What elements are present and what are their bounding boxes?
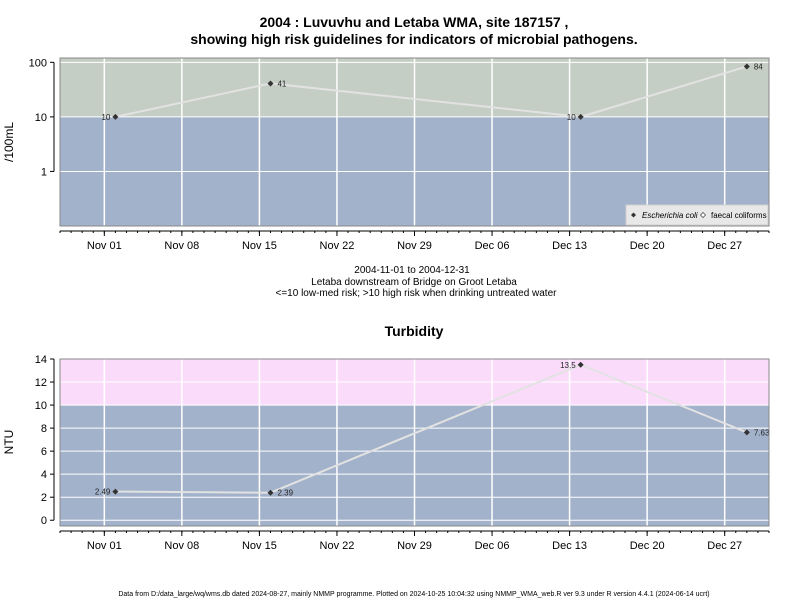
- chart2-lines: [115, 363, 748, 494]
- x-tick-label-5: Nov 29: [397, 240, 432, 252]
- chart1-data-labels: 10 41 10 84: [101, 62, 763, 121]
- data-label-3: 10: [567, 113, 576, 122]
- y-tick-label-4: 6: [41, 446, 47, 458]
- series-line-1: [115, 65, 748, 118]
- series-line-1: [115, 363, 748, 494]
- data-point-2: [267, 489, 274, 496]
- ecoli-chart: 10 41 10 84 1 10 100 Nov 01 Nov 08 Nov 15 Nov 22…: [2, 57, 770, 252]
- x-tick-label-6: Dec 06: [475, 540, 510, 552]
- data-label-2: 2.39: [277, 489, 293, 498]
- y-tick-label-8: 14: [35, 354, 47, 366]
- chart1-title: 2004 : Luvuvhu and Letaba WMA, site 1871…: [260, 14, 569, 30]
- x-tick-label-6: Dec 06: [475, 240, 510, 252]
- y-tick-label-3: 4: [41, 469, 47, 481]
- chart1-x-axis: Nov 01 Nov 08 Nov 15 Nov 22 Nov 29 Dec 06 Dec …: [59, 230, 770, 252]
- legend-ecoli-label: Escherichia coli: [642, 211, 698, 220]
- x-tick-label-2: Nov 08: [164, 240, 199, 252]
- data-point-1: [112, 113, 119, 120]
- x-tick-label-8: Dec 20: [630, 240, 665, 252]
- risk-note: <=10 low-med risk; >10 high risk when dr…: [276, 288, 558, 299]
- x-tick-label-1: Nov 01: [87, 240, 122, 252]
- chart2-y-axis: 0 2 4 6 8 10 12 14: [35, 354, 55, 527]
- data-point-3: [577, 361, 584, 368]
- x-tick-label-3: Nov 15: [242, 240, 277, 252]
- data-point-4: [743, 63, 750, 70]
- chart2-points: [112, 361, 750, 496]
- data-point-4: [743, 429, 750, 436]
- x-tick-label-2: Nov 08: [164, 540, 199, 552]
- x-tick-label-7: Dec 13: [552, 240, 587, 252]
- data-point-3: [577, 113, 584, 120]
- chart1-points: [112, 63, 750, 120]
- x-tick-label-8: Dec 20: [630, 540, 665, 552]
- x-tick-label-4: Nov 22: [320, 540, 355, 552]
- y-tick-label-6: 10: [35, 400, 47, 412]
- y-tick-label-3: 100: [29, 57, 47, 69]
- x-tick-label-4: Nov 22: [320, 240, 355, 252]
- date-range: 2004-11-01 to 2004-12-31: [354, 265, 470, 276]
- data-label-4: 7.63: [754, 428, 770, 437]
- x-tick-label-7: Dec 13: [552, 540, 587, 552]
- x-tick-label-3: Nov 15: [242, 540, 277, 552]
- y-tick-label-1: 1: [41, 166, 47, 178]
- chart2-x-axis: Nov 01 Nov 08 Nov 15 Nov 22 Nov 29 Dec 06 Dec …: [59, 530, 770, 552]
- chart2-grid: [60, 358, 769, 526]
- chart1-grid: [60, 58, 769, 226]
- chart1-y-label: /100mL: [2, 122, 16, 162]
- y-tick-label-1: 0: [41, 515, 47, 527]
- legend-faecal-label: faecal coliforms: [711, 211, 767, 220]
- legend-ecoli-marker: [631, 212, 636, 218]
- y-tick-label-2: 10: [35, 112, 47, 124]
- chart2-y-label: NTU: [2, 430, 16, 455]
- legend-box: [625, 204, 769, 226]
- y-tick-label-2: 2: [41, 492, 47, 504]
- y-tick-label-5: 8: [41, 423, 47, 435]
- data-label-1: 10: [101, 113, 110, 122]
- legend-faecal-marker: [699, 211, 707, 219]
- site-description: Letaba downstream of Bridge on Groot Let…: [311, 277, 517, 288]
- chart1-frame: [59, 57, 770, 227]
- data-label-4: 84: [754, 62, 763, 71]
- data-point-2: [267, 80, 274, 87]
- footer-note: Data from D:/data_large/wq/wms.db dated …: [118, 591, 709, 598]
- y-tick-label-7: 12: [35, 377, 47, 389]
- x-tick-label-9: Dec 27: [707, 240, 742, 252]
- x-tick-label-5: Nov 29: [397, 540, 432, 552]
- chart2-data-labels: 2.49 2.39 13.5 7.63: [95, 361, 770, 498]
- chart1-lines: [115, 65, 748, 118]
- data-label-3: 13.5: [560, 361, 576, 370]
- data-label-2: 41: [277, 79, 286, 88]
- chart1-legend: Escherichia coli faecal coliforms: [625, 204, 769, 226]
- x-tick-label-1: Nov 01: [87, 540, 122, 552]
- x-tick-label-9: Dec 27: [707, 540, 742, 552]
- chart1-y-axis: 1 10 100: [29, 57, 55, 178]
- chart1-title-line2: showing high risk guidelines for indicat…: [190, 31, 637, 47]
- chart2-frame: [59, 358, 770, 527]
- chart2-title: Turbidity: [385, 323, 444, 339]
- data-point-1: [112, 488, 119, 495]
- data-label-1: 2.49: [95, 488, 111, 497]
